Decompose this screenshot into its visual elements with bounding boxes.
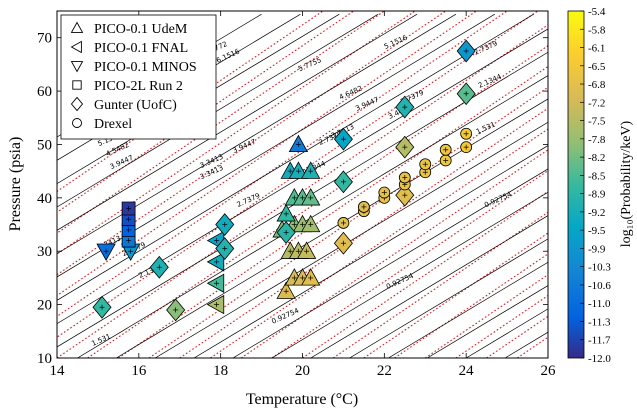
solid-contour-line [388, 261, 548, 358]
y-tick-label: 70 [37, 31, 52, 47]
solid-contour-line [193, 145, 548, 358]
x-tick-label: 26 [541, 363, 557, 379]
legend-marker-triangle-down [70, 61, 84, 73]
colorbar-tick-label: -11.0 [588, 298, 611, 310]
solid-contour-line [155, 121, 548, 358]
colorbar-tick-label: -7.8 [588, 134, 606, 146]
x-tick-label: 14 [50, 363, 66, 379]
legend-marker-circle [72, 118, 82, 128]
colorbar-tick-label: -8.2 [588, 152, 605, 164]
x-tick-label: 22 [377, 363, 392, 379]
solid-contour-line [427, 285, 548, 358]
y-tick-label: 30 [37, 244, 52, 260]
colorbar-tick-label: -7.5 [588, 116, 606, 128]
colorbar [567, 10, 585, 359]
colorbar-tick-label: -10.6 [588, 280, 611, 292]
colorbar-tick-label: -10.3 [588, 262, 611, 274]
solid-contour-line [271, 191, 548, 358]
legend-marker-triangle-up [70, 21, 84, 33]
x-tick-label: 18 [213, 363, 228, 379]
x-tick-label: 20 [295, 363, 310, 379]
colorbar-tick-label: -12.0 [588, 353, 611, 365]
legend-entry-label: PICO-2L Run 2 [94, 79, 183, 94]
colorbar-tick-label: -6.8 [588, 79, 606, 91]
legend: PICO-0.1 UdeM PICO-0.1 FNAL PICO-0.1 MINOS… [60, 14, 217, 140]
colorbar-label: log₁₀(Probability/keV) [619, 120, 634, 247]
legend-entry-label: PICO-0.1 MINOS [94, 60, 197, 75]
colorbar-ticks: -5.4 -5.8 -6.1 -6.5 -6.8 -7.2 -7.5 -7.8 -8.2 -8.5… [580, 6, 611, 365]
solid-contour-line [57, 51, 548, 348]
y-tick-label: 20 [37, 298, 52, 314]
solid-contour-line [232, 168, 548, 358]
colorbar-tick-label: -6.1 [588, 43, 605, 55]
x-axis-label: Temperature (°C) [246, 391, 358, 408]
solid-contour-line [57, 13, 534, 301]
x-axis-ticks: 14 16 18 20 22 24 26 [50, 11, 557, 379]
y-tick-label: 60 [37, 84, 52, 100]
solid-contour-line [57, 28, 548, 325]
legend-entry-label: PICO-0.1 FNAL [94, 41, 188, 56]
legend-entry-label: Gunter (UofC) [94, 98, 177, 113]
y-tick-label: 10 [37, 351, 52, 367]
solid-contour-line [57, 13, 418, 231]
y-tick-label: 50 [37, 137, 52, 153]
legend-entry-label: Drexel [94, 117, 132, 132]
colorbar-tick-label: -11.3 [588, 316, 611, 328]
colorbar-tick-label: -5.8 [588, 24, 606, 36]
x-tick-label: 24 [459, 363, 475, 379]
colorbar-tick-label: -8.5 [588, 170, 606, 182]
colorbar-tick-label: -9.9 [588, 243, 606, 255]
y-axis-ticks: 10 20 30 40 50 60 70 [37, 31, 548, 367]
legend-marker-diamond [70, 96, 84, 112]
contour-lines [57, 11, 548, 358]
solid-contour-line [57, 13, 457, 255]
colorbar-tick-label: -9.5 [588, 225, 606, 237]
colorbar-tick-label: -11.7 [588, 335, 611, 347]
solid-contour-line [77, 75, 548, 358]
colorbar-tick-label: -8.9 [588, 189, 606, 201]
solid-contour-line [57, 13, 340, 185]
solid-contour-line [57, 13, 495, 278]
colorbar-tick-label: -6.5 [588, 61, 606, 73]
legend-box [60, 14, 217, 140]
data-markers [92, 39, 476, 322]
colorbar-tick-label: -7.2 [588, 97, 605, 109]
solid-contour-line [310, 215, 548, 358]
colorbar-tick-label: -5.4 [588, 6, 606, 18]
legend-marker-square [72, 80, 82, 90]
y-tick-label: 40 [37, 191, 52, 207]
solid-contour-line [57, 13, 379, 208]
legend-entry-label: PICO-0.1 UdeM [94, 22, 188, 37]
y-axis-label: Pressure (psia) [7, 137, 24, 232]
colorbar-tick-label: -9.2 [588, 207, 605, 219]
legend-marker-triangle-left [70, 40, 82, 54]
solid-contour-line [349, 238, 548, 358]
x-tick-label: 16 [131, 363, 147, 379]
